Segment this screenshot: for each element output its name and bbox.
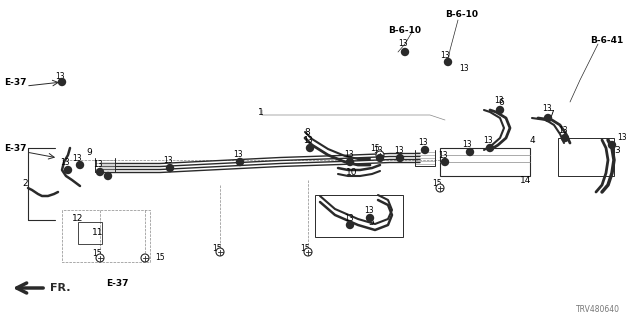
Circle shape (307, 145, 314, 151)
Circle shape (346, 221, 353, 228)
Circle shape (467, 148, 474, 156)
Text: 15: 15 (92, 250, 102, 259)
Text: 13: 13 (93, 159, 102, 169)
Circle shape (486, 145, 493, 151)
Text: 13: 13 (440, 51, 450, 60)
Text: 13: 13 (542, 103, 552, 113)
Text: E-37: E-37 (4, 77, 26, 86)
Text: B-6-41: B-6-41 (590, 36, 623, 44)
Text: 13: 13 (558, 125, 568, 134)
Circle shape (376, 151, 384, 159)
Text: 7: 7 (548, 109, 554, 118)
Text: 9: 9 (86, 148, 92, 156)
Text: 13: 13 (373, 146, 383, 155)
Circle shape (65, 166, 72, 173)
Text: 13: 13 (55, 71, 65, 81)
Circle shape (609, 141, 616, 148)
Bar (558, 138, 614, 176)
Text: 13: 13 (398, 38, 408, 47)
Text: 8: 8 (304, 127, 310, 137)
Text: 13: 13 (303, 135, 312, 145)
Text: 13: 13 (459, 63, 468, 73)
Text: 15: 15 (300, 244, 310, 252)
Circle shape (77, 162, 83, 169)
Text: 13: 13 (494, 95, 504, 105)
Circle shape (58, 78, 65, 85)
Circle shape (497, 107, 504, 114)
Circle shape (346, 158, 353, 165)
Text: 11: 11 (92, 228, 104, 236)
Text: 6: 6 (498, 98, 504, 107)
Bar (315, 195, 403, 237)
Text: 13: 13 (233, 149, 243, 158)
Text: 13: 13 (344, 213, 354, 222)
Circle shape (166, 164, 173, 172)
Text: 13: 13 (364, 205, 374, 214)
Circle shape (401, 49, 408, 55)
Circle shape (422, 147, 429, 154)
Text: 13: 13 (438, 150, 447, 159)
Circle shape (216, 248, 224, 256)
Circle shape (97, 169, 104, 175)
Bar (440, 148, 530, 176)
Text: FR.: FR. (50, 283, 70, 293)
Circle shape (376, 155, 383, 162)
Text: 13: 13 (72, 154, 82, 163)
Text: B-6-10: B-6-10 (388, 26, 421, 35)
Circle shape (445, 59, 451, 66)
Text: 10: 10 (346, 167, 358, 177)
Text: 15: 15 (432, 179, 442, 188)
Text: 13: 13 (462, 140, 472, 148)
Text: 5: 5 (368, 218, 374, 227)
Text: 15: 15 (212, 244, 221, 252)
Circle shape (96, 254, 104, 262)
Text: 13: 13 (60, 157, 70, 166)
Circle shape (397, 155, 403, 162)
Text: B-6-10: B-6-10 (445, 10, 478, 19)
Circle shape (436, 184, 444, 192)
Circle shape (442, 158, 449, 165)
Circle shape (304, 248, 312, 256)
Text: 13: 13 (483, 135, 493, 145)
Text: E-37: E-37 (106, 279, 129, 289)
Circle shape (561, 134, 568, 141)
Text: 15: 15 (370, 143, 380, 153)
Circle shape (367, 214, 374, 221)
Circle shape (237, 158, 243, 165)
Circle shape (104, 172, 111, 180)
Text: 14: 14 (520, 175, 531, 185)
Text: 12: 12 (72, 213, 83, 222)
Text: 13: 13 (163, 156, 173, 164)
Bar (78, 222, 102, 244)
Text: 13: 13 (418, 138, 428, 147)
Circle shape (545, 115, 552, 122)
Text: 13: 13 (394, 146, 404, 155)
Circle shape (141, 254, 149, 262)
Text: 13: 13 (617, 132, 627, 141)
Text: E-37: E-37 (4, 143, 26, 153)
Text: TRV480640: TRV480640 (576, 305, 620, 314)
Text: 2: 2 (22, 179, 28, 188)
Text: 3: 3 (614, 146, 620, 155)
Text: 4: 4 (530, 135, 536, 145)
Text: 15: 15 (155, 253, 164, 262)
Text: 13: 13 (344, 149, 354, 158)
Text: 1: 1 (258, 108, 264, 116)
